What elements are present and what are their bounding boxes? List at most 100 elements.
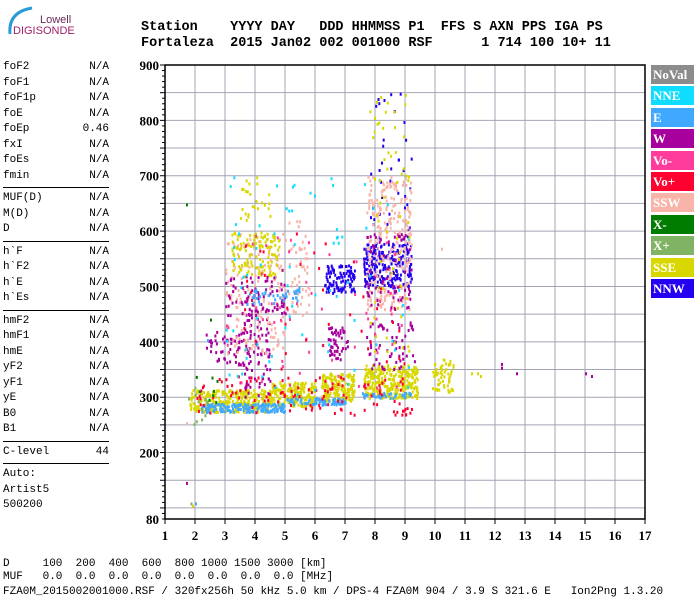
echo-point [405,413,408,417]
echo-point [384,110,387,114]
echo-point [333,353,336,357]
echo-point [415,369,418,373]
echo-point [235,336,238,340]
echo-point [376,225,379,229]
echo-point [340,290,343,294]
echo-point [214,408,217,412]
echo-point [310,408,313,412]
param-row: foEp 0.46 [3,122,109,138]
echo-point [443,370,446,374]
echo-point [348,388,351,391]
echo-point [289,383,291,387]
echo-point [283,386,286,390]
echo-point [212,410,215,414]
echo-point [259,265,262,269]
echo-point [226,339,229,343]
echo-point [385,241,388,245]
echo-point [371,275,374,279]
echo-point [364,268,367,271]
echo-point [332,338,335,342]
echo-point [366,302,369,306]
echo-point [365,393,368,397]
echo-point [328,327,331,331]
echo-point [392,267,394,271]
echo-point [216,359,219,363]
echo-point [366,268,369,272]
param-name: h`Es [3,292,30,304]
echo-point [394,391,397,395]
echo-point [246,303,249,306]
echo-point [295,390,298,393]
echo-point [330,177,333,181]
echo-point [396,249,399,253]
echo-point [225,272,228,276]
echo-point [256,176,259,180]
echo-point [248,319,251,322]
ionogram-chart: 1 2 3 4 5 6 7 8 9 10 11 12 13 14 15 16 17802003004005006… [140,58,653,543]
echo-point [276,388,279,392]
echo-point [331,382,334,386]
echo-point [370,216,372,220]
echo-point [395,269,398,272]
echo-point [279,396,282,400]
echo-point [394,373,397,377]
echo-point [398,232,401,236]
echo-point [202,410,205,414]
echo-point [273,391,276,395]
echo-point [261,375,264,379]
echo-point [408,307,411,311]
echo-point [231,391,234,395]
echo-point [235,405,238,409]
echo-point [394,308,397,311]
echo-point [291,209,294,213]
echo-point [196,396,199,400]
echo-point [336,390,339,394]
echo-point [403,236,406,240]
echo-point [202,384,205,388]
echo-point [391,180,394,184]
echo-point [342,287,345,291]
echo-point [204,398,207,402]
echo-point [397,214,400,218]
echo-point [322,373,325,377]
echo-point [396,233,399,237]
echo-point [251,253,254,257]
echo-point [372,374,375,378]
echo-point [206,400,209,404]
echo-point [400,373,403,377]
echo-point [393,211,396,215]
echo-point [216,403,219,407]
echo-point [282,232,285,236]
echo-point [244,406,247,410]
echo-point [327,403,330,407]
echo-point [373,257,376,260]
echo-point [275,263,278,267]
echo-point [261,333,264,337]
echo-point [374,252,377,256]
echo-point [384,263,386,267]
echo-point [266,348,269,352]
echo-point [363,265,366,269]
echo-point [199,397,202,401]
echo-point [246,271,249,275]
echo-point [339,331,342,335]
echo-point [215,351,218,355]
echo-point [257,272,260,276]
echo-point [403,135,406,139]
echo-point [267,252,270,256]
echo-point [379,201,382,205]
echo-point [381,279,384,283]
echo-point [224,401,227,405]
echo-point [264,390,267,394]
echo-point [238,407,241,411]
echo-point [370,172,373,176]
echo-point [333,349,336,353]
echo-point [246,285,249,289]
echo-point [314,379,317,383]
echo-point [313,381,316,385]
echo-point [225,378,228,382]
echo-point [302,405,305,409]
echo-point [257,266,260,270]
echo-point [249,245,252,248]
echo-point [329,327,332,331]
